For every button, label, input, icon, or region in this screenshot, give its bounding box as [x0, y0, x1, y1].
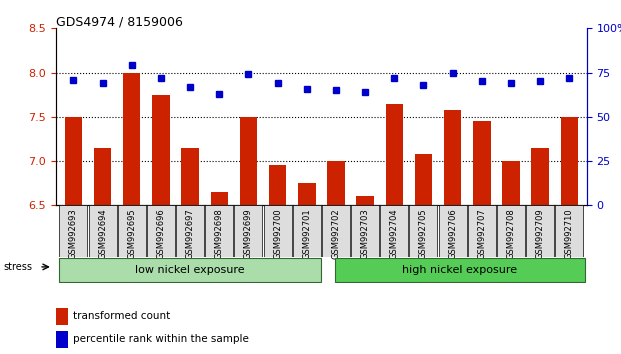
Text: GSM992710: GSM992710 [565, 208, 574, 258]
Bar [123, 73, 140, 205]
Text: GSM992708: GSM992708 [507, 208, 515, 259]
FancyBboxPatch shape [60, 205, 88, 257]
FancyBboxPatch shape [438, 205, 466, 257]
FancyBboxPatch shape [526, 205, 554, 257]
FancyBboxPatch shape [322, 205, 350, 257]
Text: GSM992709: GSM992709 [536, 208, 545, 258]
Bar [56, 331, 68, 348]
Bar [56, 308, 68, 325]
Bar [240, 117, 257, 205]
Text: GSM992703: GSM992703 [361, 208, 369, 259]
Bar [502, 161, 520, 205]
Text: low nickel exposure: low nickel exposure [135, 265, 245, 275]
Bar [327, 161, 345, 205]
Bar [269, 166, 286, 205]
Text: GSM992701: GSM992701 [302, 208, 311, 258]
Bar [298, 183, 315, 205]
FancyBboxPatch shape [263, 205, 292, 257]
Text: GSM992700: GSM992700 [273, 208, 282, 258]
FancyBboxPatch shape [409, 205, 437, 257]
Bar [211, 192, 228, 205]
Text: GSM992695: GSM992695 [127, 208, 136, 258]
Bar [152, 95, 170, 205]
Bar [473, 121, 491, 205]
FancyBboxPatch shape [555, 205, 583, 257]
Text: high nickel exposure: high nickel exposure [402, 265, 517, 275]
Text: GSM992707: GSM992707 [478, 208, 486, 259]
Bar [561, 117, 578, 205]
FancyBboxPatch shape [118, 205, 146, 257]
FancyBboxPatch shape [176, 205, 204, 257]
FancyBboxPatch shape [60, 258, 321, 282]
Text: GSM992698: GSM992698 [215, 208, 224, 259]
FancyBboxPatch shape [351, 205, 379, 257]
Text: GSM992693: GSM992693 [69, 208, 78, 259]
Text: GSM992705: GSM992705 [419, 208, 428, 258]
FancyBboxPatch shape [468, 205, 496, 257]
FancyBboxPatch shape [235, 205, 263, 257]
Text: stress: stress [3, 262, 32, 272]
Bar [94, 148, 111, 205]
Bar [444, 110, 461, 205]
FancyBboxPatch shape [292, 205, 321, 257]
Bar [386, 103, 403, 205]
FancyBboxPatch shape [206, 205, 233, 257]
FancyBboxPatch shape [89, 205, 117, 257]
Text: GSM992702: GSM992702 [332, 208, 340, 258]
Text: GSM992706: GSM992706 [448, 208, 457, 259]
Bar [356, 196, 374, 205]
Text: GSM992694: GSM992694 [98, 208, 107, 258]
Text: GSM992704: GSM992704 [390, 208, 399, 258]
Bar [415, 154, 432, 205]
FancyBboxPatch shape [380, 205, 408, 257]
Text: GDS4974 / 8159006: GDS4974 / 8159006 [56, 16, 183, 29]
Text: percentile rank within the sample: percentile rank within the sample [73, 335, 249, 344]
FancyBboxPatch shape [335, 258, 584, 282]
Text: GSM992697: GSM992697 [186, 208, 194, 259]
Text: transformed count: transformed count [73, 312, 170, 321]
Text: GSM992699: GSM992699 [244, 208, 253, 258]
Text: GSM992696: GSM992696 [156, 208, 165, 259]
FancyBboxPatch shape [497, 205, 525, 257]
Bar [181, 148, 199, 205]
Bar [65, 117, 82, 205]
Bar [532, 148, 549, 205]
FancyBboxPatch shape [147, 205, 175, 257]
